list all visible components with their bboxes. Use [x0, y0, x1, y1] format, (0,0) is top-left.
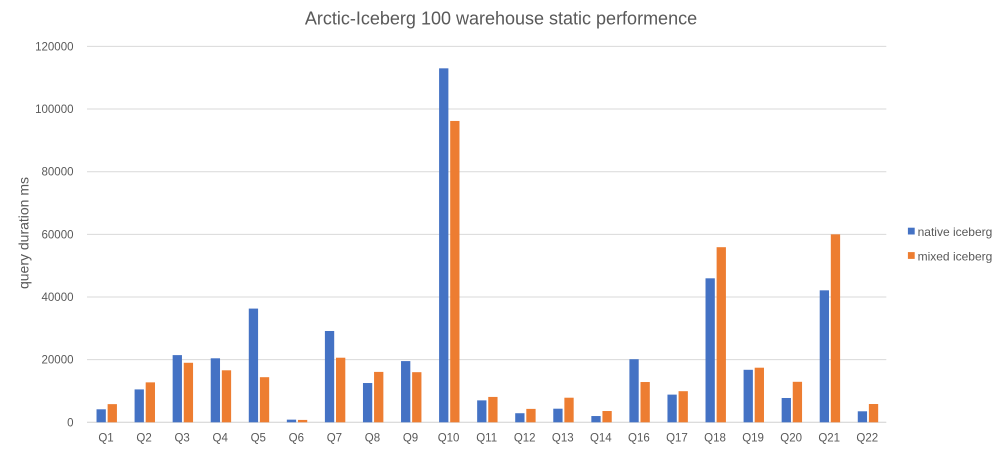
- svg-text:Q1: Q1: [98, 433, 113, 445]
- svg-text:Q3: Q3: [174, 433, 189, 445]
- svg-text:Q20: Q20: [780, 433, 802, 445]
- svg-text:Q2: Q2: [136, 433, 151, 445]
- svg-text:Q7: Q7: [327, 433, 342, 445]
- svg-text:20000: 20000: [42, 355, 74, 367]
- svg-text:query duration ms: query duration ms: [16, 177, 32, 289]
- svg-text:Q22: Q22: [856, 433, 878, 445]
- svg-text:80000: 80000: [42, 167, 74, 179]
- svg-text:Q5: Q5: [251, 433, 266, 445]
- svg-text:Q11: Q11: [476, 433, 497, 445]
- svg-text:Q10: Q10: [438, 433, 460, 445]
- svg-text:120000: 120000: [35, 41, 73, 53]
- svg-text:mixed iceberg: mixed iceberg: [918, 250, 993, 264]
- svg-text:40000: 40000: [42, 292, 74, 304]
- svg-text:native iceberg: native iceberg: [918, 225, 993, 239]
- svg-text:Q12: Q12: [514, 433, 536, 445]
- svg-text:Q13: Q13: [552, 433, 574, 445]
- svg-text:Q6: Q6: [289, 433, 304, 445]
- svg-text:60000: 60000: [42, 229, 74, 241]
- svg-text:Q17: Q17: [666, 433, 688, 445]
- svg-text:0: 0: [67, 417, 73, 429]
- svg-text:Q8: Q8: [365, 433, 380, 445]
- svg-text:Q19: Q19: [742, 433, 764, 445]
- svg-text:Q18: Q18: [704, 433, 726, 445]
- svg-text:Q21: Q21: [818, 433, 840, 445]
- svg-text:Q14: Q14: [590, 433, 612, 445]
- svg-text:Q16: Q16: [628, 433, 650, 445]
- svg-text:Q4: Q4: [213, 433, 229, 445]
- svg-text:100000: 100000: [35, 104, 73, 116]
- svg-text:Arctic-Iceberg 100 warehouse s: Arctic-Iceberg 100 warehouse static perf…: [305, 9, 697, 29]
- svg-text:Q9: Q9: [403, 433, 418, 445]
